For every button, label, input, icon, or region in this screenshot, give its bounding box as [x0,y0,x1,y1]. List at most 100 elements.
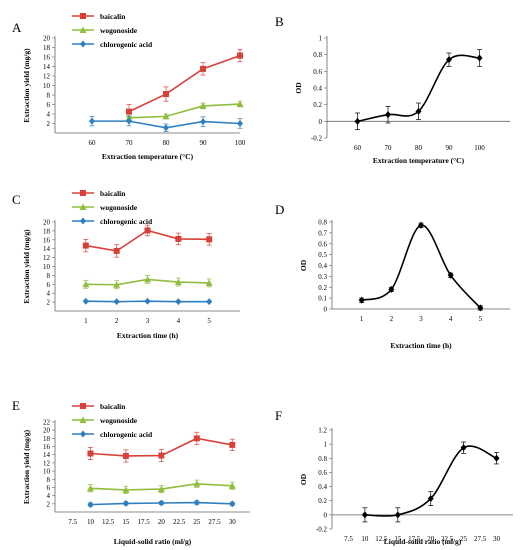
data-point [126,108,132,115]
x-tick-label: 22.5 [441,535,454,543]
legend-marker [80,217,86,225]
y-tick-label: 0.4 [318,483,327,491]
legend: baicalin wogonoside chlorogenic acid [72,189,153,226]
series-baicalin [87,431,236,463]
legend: baicalin wogonoside chlorogenic acid [72,402,153,439]
x-tick-label: 4 [177,317,181,325]
data-point [89,117,95,125]
legend-marker [80,40,86,48]
legend-marker [79,416,87,423]
y-tick-label: 18 [43,227,51,235]
y-tick-label: 6 [47,484,51,492]
x-tick-label: 60 [89,139,97,147]
y-tick-label: 2 [47,500,51,508]
data-point [126,117,132,125]
data-point [385,111,391,119]
legend-label: wogonoside [100,203,138,212]
data-point [163,91,169,98]
data-point [205,279,213,286]
data-point [122,452,129,459]
legend-label: baicalin [100,402,126,411]
data-point [228,482,236,489]
y-axis-title: Extraction yield (mg/g) [22,48,31,123]
x-tick-label: 90 [200,139,208,147]
series-wogonoside [82,275,213,290]
x-tick-label: 27.5 [474,535,487,543]
x-tick-label: 10 [87,518,95,526]
data-point [113,247,120,254]
data-point [86,484,94,492]
y-tick-label: 20 [43,35,51,43]
data-point [447,271,454,279]
y-tick-label: 0.3 [318,273,327,281]
panel-label: F [275,408,282,423]
data-point [144,227,151,234]
y-tick-label: 1.2 [318,427,327,435]
data-point [361,511,368,519]
y-tick-label: 0.4 [318,262,327,270]
y-tick-label: 2 [47,120,51,128]
x-axis-title: Extraction time (h) [390,341,452,350]
panel-d: D 0 0.1 0.2 0.3 0.4 0.5 0.6 0.7 0.8 1 2 3 4 5 Extractio… [275,202,510,350]
y-tick-label: -0.2 [316,526,328,534]
y-axis-title: OD [299,259,308,271]
x-tick-label: 100 [474,144,485,152]
y-tick-label: 8 [47,92,51,100]
x-axis-title: Extraction temperature (°C) [373,156,465,165]
y-tick-label: 10 [43,263,51,271]
x-tick-label: 60 [354,144,362,152]
data-point [144,297,151,305]
x-tick-label: 20 [427,535,435,543]
data-point [174,278,182,286]
data-point [236,100,244,108]
data-point [122,499,129,507]
series-wogonoside [125,100,244,121]
data-point [144,275,151,283]
data-point [87,450,94,457]
y-tick-label: 1 [319,35,323,43]
x-tick-label: 70 [385,144,393,152]
x-axis-title: Liquid-solid ratio (ml/g) [384,537,462,546]
y-tick-label: 2 [47,299,51,307]
series-chlorogenic-acid [89,116,243,132]
y-tick-label: 0 [324,306,328,314]
y-tick-label: 16 [43,54,51,62]
y-tick-label: 0.7 [318,229,327,237]
y-tick-label: 0.6 [313,68,322,76]
y-axis-title: Extraction yield (mg/g) [22,229,31,304]
data-point [415,107,422,115]
x-tick-label: 25 [193,518,201,526]
y-tick-label: 22 [43,419,51,427]
x-tick-label: 80 [415,144,423,152]
panel-label: E [12,398,20,413]
y-tick-label: 12 [43,459,51,467]
x-tick-label: 80 [163,139,171,147]
x-tick-label: 7.5 [68,518,77,526]
x-tick-label: 30 [229,518,237,526]
panel-label: A [12,20,22,35]
data-point [200,65,206,72]
y-tick-label: 10 [43,82,51,90]
y-axis-title: OD [294,82,303,94]
legend-label: baicalin [100,189,126,198]
panel-b: B -0.2 0 0.2 0.4 0.6 0.8 1 60 70 80 90 100 Extraction… [275,14,510,165]
y-tick-label: -0.2 [311,135,323,143]
data-point [229,500,236,508]
y-tick-label: 0.5 [318,251,327,259]
data-point [87,501,94,509]
series-line [128,54,241,113]
x-tick-label: 15 [394,535,402,543]
y-tick-label: 1 [324,441,328,449]
data-point [157,485,165,493]
data-point [82,242,89,249]
data-point [493,454,500,462]
x-tick-label: 90 [446,144,454,152]
series-line [128,103,241,119]
legend-marker [79,26,87,33]
legend-marker [80,13,86,19]
y-tick-label: 0.8 [318,455,327,463]
data-point [206,298,213,306]
